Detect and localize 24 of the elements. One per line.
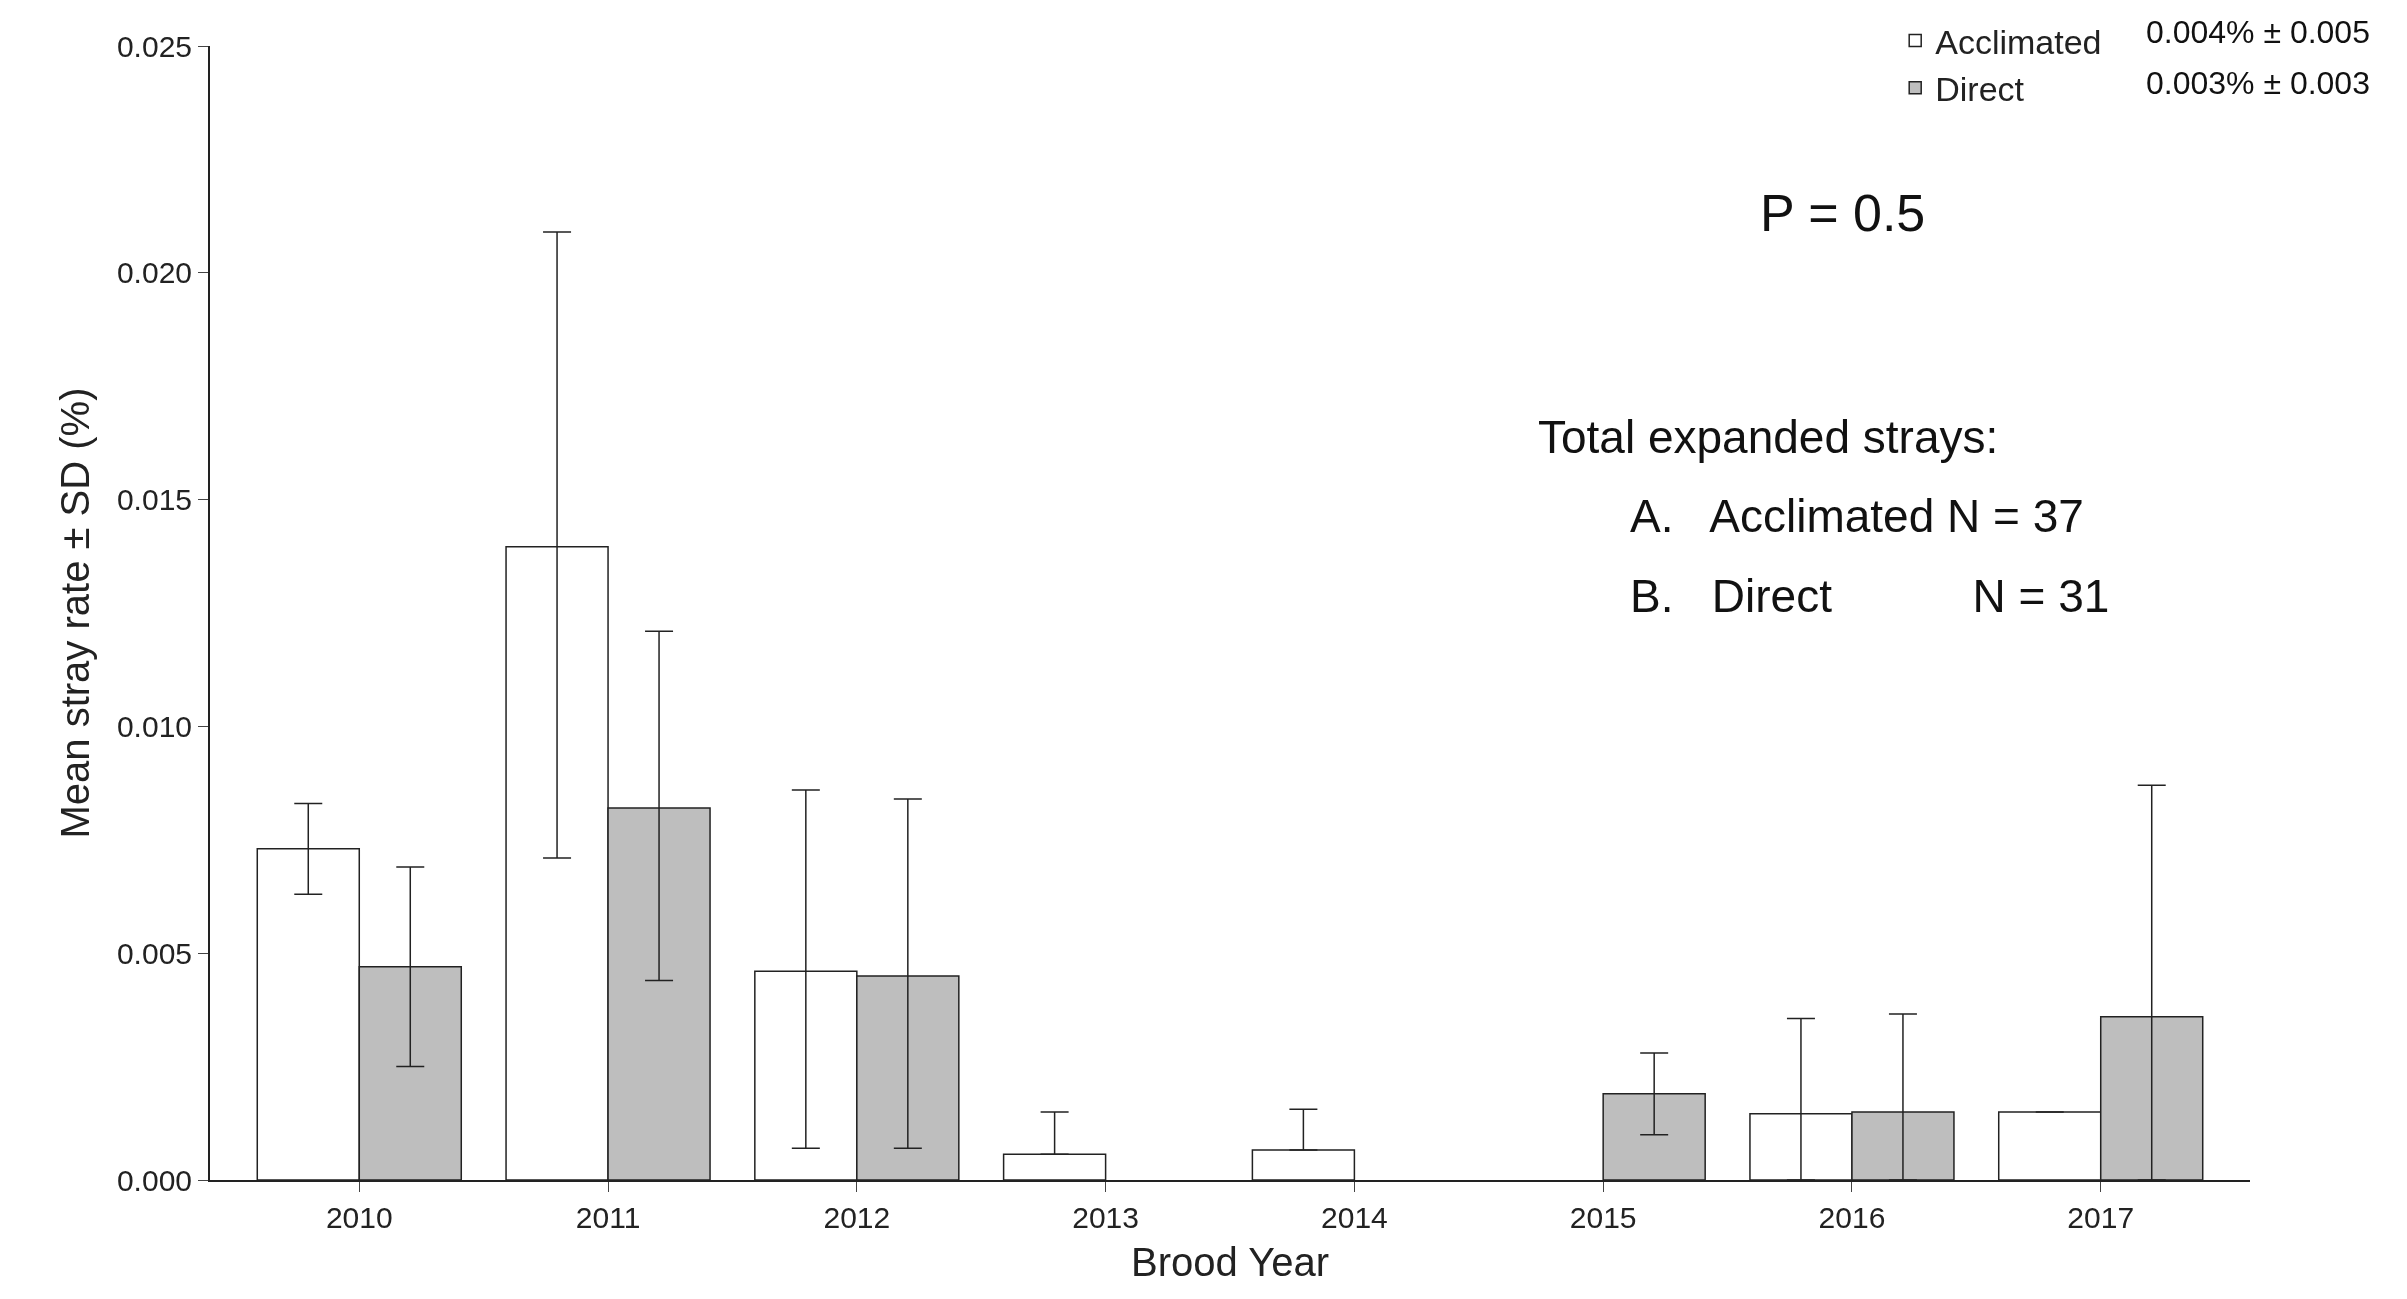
annotation: Total expanded strays: [1538,411,1999,463]
x-tick-label: 2011 [575,1201,641,1234]
annotation: 0.003% ± 0.003 [2146,65,2370,101]
y-tick-label: 0.015 [116,483,192,517]
x-tick-label: 2013 [1072,1201,1139,1234]
y-tick-label: 0.025 [116,29,192,63]
annotation: B. Direct N = 31 [1630,570,2110,622]
x-tick-label: 2010 [325,1201,393,1234]
x-tick-label: 2016 [1818,1201,1886,1234]
annotation: 0.004% ± 0.005 [2146,14,2370,50]
y-tick-label: 0.000 [116,1163,192,1197]
x-tick-label: 2017 [2067,1201,2135,1234]
y-tick-label: 0.020 [116,256,192,290]
y-tick-label: 0.010 [116,709,192,743]
x-tick-label: 2012 [823,1201,891,1234]
y-tick-label: 0.005 [116,936,192,970]
annotation: P = 0.5 [1760,184,1926,242]
legend-label: Direct [1935,70,2025,109]
y-axis-title: Mean stray rate ± SD (%) [52,387,97,839]
x-tick-label: 2014 [1321,1201,1388,1234]
legend-label: Acclimated [1935,22,2102,61]
x-tick-label: 2015 [1569,1201,1637,1234]
x-axis-title: Brood Year [1131,1240,1329,1284]
annotation: A. Acclimated N = 37 [1630,490,2084,542]
